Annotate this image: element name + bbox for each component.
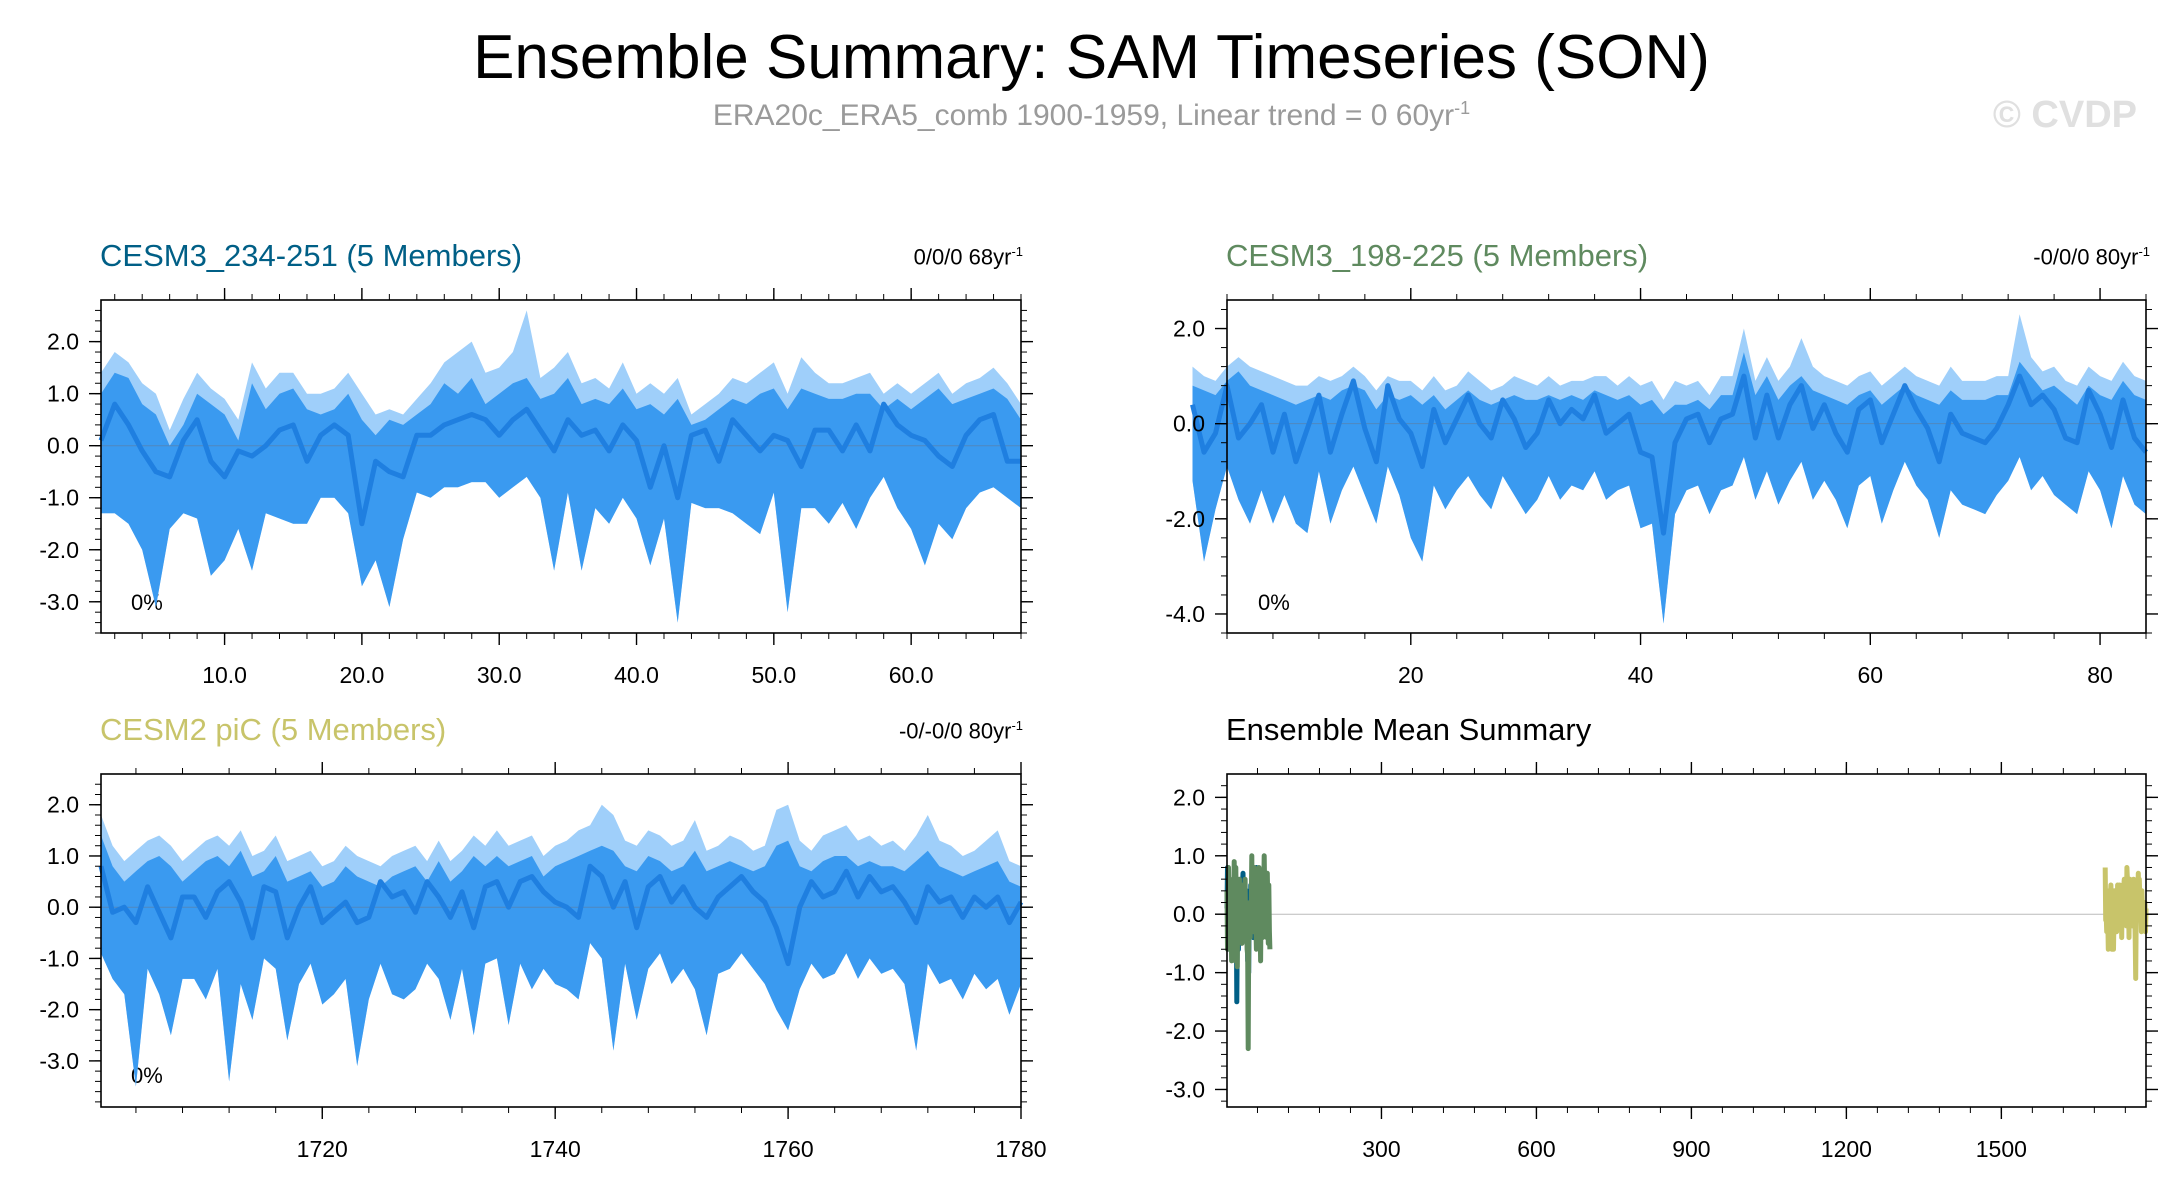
panel-3-trend-sup: -1 xyxy=(1011,718,1023,733)
panel-1-trend: 0/0/0 68yr-1 xyxy=(914,244,1023,270)
panel-4-frame xyxy=(1226,773,2147,1108)
ensemble-mean-line xyxy=(98,863,1024,967)
y-tick-label: -3.0 xyxy=(39,589,79,615)
panel-1-trend-sup: -1 xyxy=(1011,244,1023,259)
panel-1-trend-text: 0/0/0 68yr xyxy=(913,244,1012,270)
subtitle-superscript: -1 xyxy=(1454,98,1471,118)
y-tick-label: 1.0 xyxy=(1173,843,1205,869)
y-tick-label: 0.0 xyxy=(47,894,79,920)
x-tick-label: 900 xyxy=(1672,1136,1710,1162)
y-tick-label: 1.0 xyxy=(47,843,79,869)
y-tick-label: 1.0 xyxy=(47,381,79,407)
panel-2-trend: -0/0/0 80yr-1 xyxy=(2033,244,2150,270)
panel-3-trend-text: -0/-0/0 80yr xyxy=(898,718,1012,744)
y-tick-label: 2.0 xyxy=(1173,784,1205,810)
x-tick-label: 1780 xyxy=(995,1136,1046,1162)
x-tick-label: 10.0 xyxy=(202,662,247,688)
range-band-inner xyxy=(101,835,1021,1087)
x-tick-label: 1740 xyxy=(530,1136,581,1162)
panel-1-chart: 2.0 1.0 0.0 -1.0 -2.0 -3.0 10.0 20.0 30.0 40.0 50.… xyxy=(39,288,1033,688)
x-tick-label: 80 xyxy=(2087,662,2113,688)
x-tick-label: 30.0 xyxy=(477,662,522,688)
panel-3-trend: -0/-0/0 80yr-1 xyxy=(899,718,1023,744)
y-tick-label: 0.0 xyxy=(1173,901,1205,927)
y-tick-label: 0.0 xyxy=(1173,411,1205,437)
y-tick-label: 2.0 xyxy=(47,329,79,355)
x-tick-label: 300 xyxy=(1362,1136,1400,1162)
x-tick-label: 20 xyxy=(1398,662,1424,688)
y-tick-label: -3.0 xyxy=(1165,1076,1205,1102)
x-tick-label: 60.0 xyxy=(889,662,934,688)
page-title: Ensemble Summary: SAM Timeseries (SON) xyxy=(473,23,1710,92)
panel-3-frame xyxy=(100,773,1022,1108)
y-tick-label: -2.0 xyxy=(1165,506,1205,532)
page-subtitle: ERA20c_ERA5_comb 1900-1959, Linear trend… xyxy=(0,98,2183,133)
mean-line-3 xyxy=(2102,865,2149,981)
x-tick-label: 60 xyxy=(1858,662,1884,688)
x-tick-label: 1760 xyxy=(763,1136,814,1162)
panel-2-trend-sup: -1 xyxy=(2138,244,2150,259)
subtitle-text: ERA20c_ERA5_comb 1900-1959, Linear trend… xyxy=(712,99,1455,132)
x-tick-label: 1500 xyxy=(1976,1136,2027,1162)
y-tick-label: -2.0 xyxy=(1165,1018,1205,1044)
x-tick-label: 1200 xyxy=(1821,1136,1872,1162)
mean-line-2 xyxy=(1224,853,1273,1052)
panel-2-chart: 2.0 0.0 -2.0 -4.0 20 40 60 80 xyxy=(1165,288,2158,688)
x-tick-label: 40 xyxy=(1628,662,1654,688)
y-tick-label: 2.0 xyxy=(1173,316,1205,342)
y-tick-label: -3.0 xyxy=(39,1048,79,1074)
ensemble-mean-line xyxy=(1190,373,2148,536)
x-tick-label: 600 xyxy=(1517,1136,1555,1162)
panel-3-title: CESM2 piC (5 Members) xyxy=(100,712,447,747)
panel-4-title: Ensemble Mean Summary xyxy=(1226,712,1592,747)
y-tick-label: -2.0 xyxy=(39,537,79,563)
watermark: © CVDP xyxy=(1992,94,2137,136)
panel-3-chart: 2.0 1.0 0.0 -1.0 -2.0 -3.0 1720 1740 1760 1780 xyxy=(39,762,1047,1162)
y-tick-label: -1.0 xyxy=(39,485,79,511)
panel-1-title: CESM3_234-251 (5 Members) xyxy=(100,238,523,273)
panel-2-title: CESM3_198-225 (5 Members) xyxy=(1226,238,1649,273)
panel-2-percent: 0% xyxy=(1258,590,1290,615)
panel-2-trend-text: -0/0/0 80yr xyxy=(2033,244,2139,270)
x-tick-label: 40.0 xyxy=(614,662,659,688)
x-tick-label: 1720 xyxy=(297,1136,348,1162)
x-tick-label: 50.0 xyxy=(751,662,796,688)
range-band-inner xyxy=(101,372,1021,623)
y-tick-label: -1.0 xyxy=(39,945,79,971)
y-tick-label: -2.0 xyxy=(39,997,79,1023)
y-tick-label: 0.0 xyxy=(47,433,79,459)
y-tick-label: -1.0 xyxy=(1165,960,1205,986)
y-tick-label: 2.0 xyxy=(47,792,79,818)
panel-4-chart: 2.0 1.0 0.0 -1.0 -2.0 -3.0 300 600 900 1200 1500 xyxy=(1165,762,2158,1162)
x-tick-label: 20.0 xyxy=(340,662,385,688)
ensemble-mean-line xyxy=(98,401,1021,527)
y-tick-label: -4.0 xyxy=(1165,601,1205,627)
